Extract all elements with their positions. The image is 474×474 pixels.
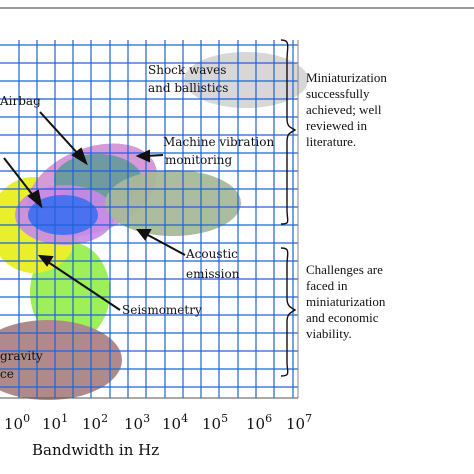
leader-arrows bbox=[3, 111, 186, 311]
top-annotation-line: achieved; well bbox=[306, 102, 382, 117]
regions bbox=[0, 52, 308, 400]
x-tick-label: 101 bbox=[42, 412, 68, 433]
top-annotation-line: reviewed in bbox=[306, 118, 368, 133]
acoustic-arrow bbox=[145, 233, 186, 256]
x-axis-label: Bandwidth in Hz bbox=[32, 441, 159, 459]
acoustic-arrowhead bbox=[135, 229, 152, 241]
x-tick-label: 103 bbox=[124, 412, 150, 433]
airbag-arrowhead bbox=[71, 147, 88, 166]
machine-vibration-label: Machine vibration monitoring bbox=[163, 135, 278, 167]
shock-waves-label: Shock waves and ballistics bbox=[148, 63, 230, 95]
x-tick-label: 100 bbox=[4, 412, 30, 433]
grid bbox=[0, 40, 299, 399]
top-annotation-line: Miniaturization bbox=[306, 70, 387, 85]
top-brace bbox=[280, 39, 297, 225]
bottom-annotation-line: viability. bbox=[306, 326, 352, 341]
bottom-annotation-line: Challenges are bbox=[306, 262, 383, 277]
bottom-brace bbox=[280, 247, 297, 377]
seismometry-label: Seismometry bbox=[122, 303, 202, 317]
acoustic-emission-label: Acoustic emission bbox=[185, 247, 242, 281]
top-annotation-line: successfully bbox=[306, 86, 370, 101]
shock-waves-region bbox=[184, 52, 308, 108]
seismometry-arrow bbox=[47, 261, 121, 311]
x-tick-label: 104 bbox=[162, 412, 188, 433]
x-tick-label: 107 bbox=[286, 412, 312, 433]
acoustic-emission-region bbox=[105, 170, 241, 236]
x-tick-label: 102 bbox=[82, 412, 108, 433]
gravity-label: gravity ce bbox=[0, 349, 47, 381]
bottom-annotation: Challenges are faced in miniaturization … bbox=[306, 262, 385, 342]
x-tick-label: 105 bbox=[202, 412, 228, 433]
x-tick-label: 106 bbox=[246, 412, 272, 433]
bottom-annotation-line: faced in bbox=[306, 278, 348, 293]
machine-vibration-arrowhead bbox=[135, 149, 150, 163]
left-arrow bbox=[3, 157, 36, 199]
top-annotation: Miniaturization successfully achieved; w… bbox=[306, 70, 387, 150]
region-labels: Shock waves and ballistics Airbag Machin… bbox=[0, 63, 278, 381]
seismometry-arrowhead bbox=[37, 254, 54, 267]
airbag-label: Airbag bbox=[0, 94, 41, 108]
bottom-annotation-line: miniaturization bbox=[306, 294, 386, 309]
airbag-arrow bbox=[39, 111, 81, 157]
x-tick-labels: 100 101 102 103 104 105 106 107 bbox=[4, 412, 312, 433]
top-annotation-line: literature. bbox=[306, 134, 357, 149]
left-arrowhead bbox=[27, 189, 43, 209]
bottom-annotation-line: and economic bbox=[306, 310, 379, 325]
